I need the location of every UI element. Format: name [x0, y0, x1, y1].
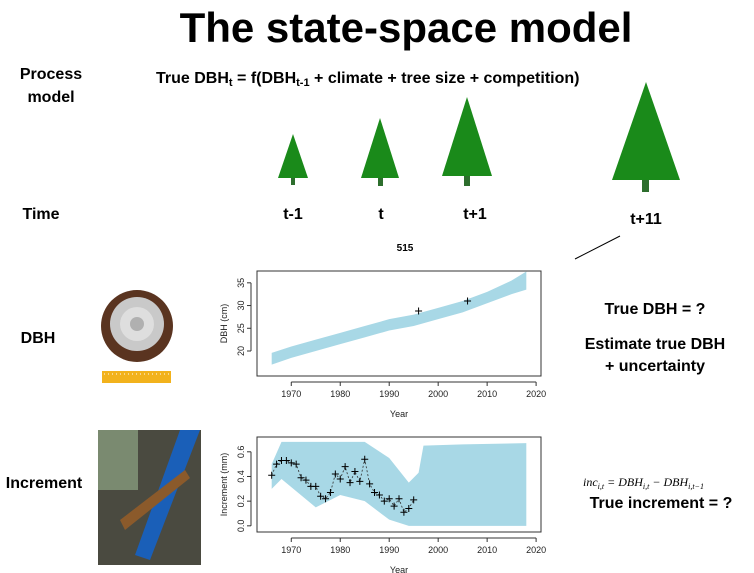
y-tick-label: 0.0: [236, 520, 246, 533]
x-tick-label: 2010: [477, 545, 497, 555]
formula-part: − DBH: [649, 475, 689, 489]
pointer-line: [574, 235, 621, 260]
plot-frame: [256, 270, 542, 377]
formula-sub: t: [229, 77, 233, 89]
increment-label: Increment: [6, 475, 83, 492]
x-tick-label: 1990: [379, 545, 399, 555]
x-tick-label: 1970: [281, 389, 301, 399]
observation-point: [385, 495, 393, 503]
observation-point: [336, 475, 344, 483]
observation-point: [405, 505, 413, 513]
formula-part: = DBH: [604, 475, 644, 489]
process-label: model: [27, 89, 74, 106]
observation-point: [356, 477, 364, 485]
observation-point: [415, 307, 423, 315]
tree-id: 515: [397, 243, 414, 254]
x-tick-label: 1990: [379, 389, 399, 399]
y-tick-label: 0.4: [236, 470, 246, 483]
process-formula: True DBHt = f(DBHt-1 + climate + tree si…: [156, 70, 579, 89]
observation-point: [410, 496, 418, 504]
plot-frame: [256, 436, 542, 533]
y-tick-label: 25: [236, 323, 246, 333]
observation-point: [302, 476, 310, 484]
y-tick-label: 0.6: [236, 446, 246, 459]
observation-point: [346, 479, 354, 487]
observation-point: [351, 468, 359, 476]
observation-point: [287, 459, 295, 467]
observation-point: [331, 470, 339, 478]
tree-icon: [278, 134, 308, 185]
formula-part: = f(DBH: [233, 70, 297, 87]
y-axis-title: DBH (cm): [219, 304, 229, 344]
observation-point: [268, 471, 276, 479]
formula-part: True DBH: [156, 70, 229, 87]
observation-point: [464, 297, 472, 305]
x-axis-title: Year: [390, 409, 408, 419]
x-tick-label: 2010: [477, 389, 497, 399]
x-axis-title: Year: [390, 565, 408, 573]
increment-question: True increment = ?: [590, 495, 733, 512]
y-tick-label: 30: [236, 301, 246, 311]
observation-point: [380, 497, 388, 505]
formula-sub: t-1: [296, 77, 309, 89]
observation-point: [371, 489, 379, 497]
field-photo: [98, 430, 201, 565]
uncertainty-band: [271, 441, 527, 526]
formula-sub: i,t: [643, 482, 650, 491]
x-tick-label: 1980: [330, 545, 350, 555]
time-step: t+1: [463, 206, 487, 223]
increment-formula: inci,t = DBHi,t − DBHi,t−1: [583, 475, 704, 491]
observation-point: [395, 495, 403, 503]
observation-point: [341, 463, 349, 471]
tree-icon: [442, 97, 492, 186]
observation-point: [366, 480, 374, 488]
process-label: Process: [20, 66, 82, 83]
ruler: [102, 371, 171, 383]
observation-point: [273, 460, 281, 468]
y-axis-title: Increment (mm): [219, 453, 229, 517]
x-tick-label: 2020: [526, 389, 546, 399]
estimate-text: Estimate true DBH: [585, 336, 725, 353]
formula-sub: i,t: [598, 482, 605, 491]
dbh-label: DBH: [21, 330, 56, 347]
observation-point: [361, 455, 369, 463]
formula-part: + climate + tree size + competition): [310, 70, 580, 87]
observation-point: [375, 491, 383, 499]
time-label: Time: [22, 206, 59, 223]
formula-sub: i,t−1: [688, 482, 704, 491]
time-step: t+11: [630, 211, 662, 228]
observation-point: [312, 482, 320, 490]
x-tick-label: 1970: [281, 545, 301, 555]
tree-icon: [612, 82, 680, 192]
tree-icon: [361, 118, 399, 186]
x-tick-label: 2000: [428, 389, 448, 399]
time-step: t-1: [283, 206, 303, 223]
dbh-question: True DBH = ?: [605, 301, 706, 318]
trees: [278, 82, 680, 192]
observation-point: [292, 460, 300, 468]
y-tick-label: 20: [236, 346, 246, 356]
observation-point: [297, 474, 305, 482]
observation-point: [400, 508, 408, 516]
time-step: t: [378, 206, 384, 223]
x-tick-label: 2000: [428, 545, 448, 555]
y-tick-label: 0.2: [236, 495, 246, 508]
x-tick-label: 1980: [330, 389, 350, 399]
observation-point: [322, 495, 330, 503]
formula-part: inc: [583, 475, 598, 489]
observation-point: [317, 492, 325, 500]
observation-point: [390, 502, 398, 510]
uncertainty-band: [271, 271, 527, 365]
x-tick-label: 2020: [526, 545, 546, 555]
tree-cookie: [101, 290, 173, 362]
estimate-text: + uncertainty: [605, 358, 705, 375]
slide-title: The state-space model: [180, 4, 633, 51]
observation-point: [326, 489, 334, 497]
observation-point: [282, 456, 290, 464]
y-tick-label: 35: [236, 278, 246, 288]
